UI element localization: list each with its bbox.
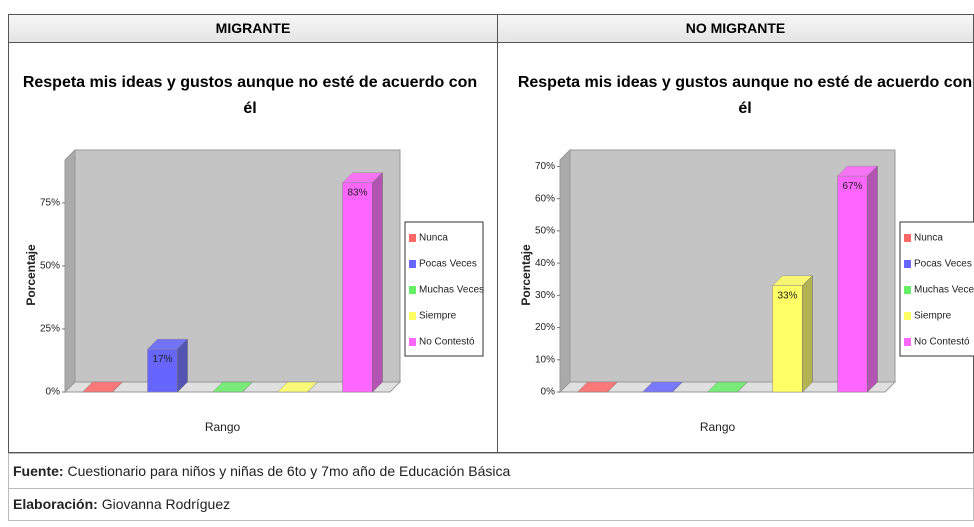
footer-row: Elaboración: Giovanna Rodríguez bbox=[8, 489, 974, 521]
legend-swatch bbox=[409, 286, 416, 294]
legend-label: Siempre bbox=[914, 311, 952, 322]
footer-text: Cuestionario para niños y niñas de 6to y… bbox=[67, 463, 511, 479]
y-tick-label: 40% bbox=[535, 258, 555, 269]
legend-label: Nunca bbox=[914, 233, 943, 244]
x-axis-label: Rango bbox=[700, 420, 736, 434]
value-label: 33% bbox=[777, 290, 797, 301]
legend-swatch bbox=[904, 260, 911, 268]
legend-swatch bbox=[409, 234, 416, 242]
legend-swatch bbox=[904, 338, 911, 346]
bar-side bbox=[607, 381, 618, 393]
charts: 0% 25% 50% 75% 17% 83% Rango Porcentaje Nunca Poc… bbox=[24, 148, 974, 434]
legend-label: Muchas Veces bbox=[914, 285, 974, 296]
y-tick-label: 60% bbox=[535, 193, 555, 204]
y-axis-label: Porcentaje bbox=[24, 244, 38, 306]
bar-side bbox=[177, 338, 188, 393]
side-wall bbox=[64, 148, 76, 394]
y-tick-label: 0% bbox=[541, 387, 556, 398]
chart-title: Respeta mis ideas y gustos aunque no est… bbox=[517, 74, 973, 117]
bar bbox=[837, 175, 868, 393]
y-tick-label: 20% bbox=[535, 322, 555, 333]
x-axis-label: Rango bbox=[205, 420, 241, 434]
legend-label: Pocas Veces bbox=[914, 259, 972, 270]
y-tick-label: 75% bbox=[40, 198, 60, 209]
bar-side bbox=[672, 381, 683, 393]
legend-swatch bbox=[904, 234, 911, 242]
bar bbox=[772, 285, 803, 393]
bar bbox=[147, 348, 178, 393]
bar-side bbox=[802, 275, 813, 393]
legend-label: Pocas Veces bbox=[419, 259, 477, 270]
legend-swatch bbox=[904, 286, 911, 294]
bar-side bbox=[737, 381, 748, 393]
legend-box bbox=[404, 221, 484, 357]
legend-label: No Contestó bbox=[419, 337, 475, 348]
side-wall bbox=[559, 148, 571, 394]
column-header: NO MIGRANTE bbox=[497, 14, 974, 43]
bar-side bbox=[242, 381, 253, 393]
legend-label: No Contestó bbox=[914, 337, 970, 348]
bar-side bbox=[372, 172, 383, 393]
legend-label: Nunca bbox=[419, 233, 448, 244]
y-tick-label: 10% bbox=[535, 354, 555, 365]
legend-swatch bbox=[409, 312, 416, 320]
bar-side bbox=[112, 381, 123, 393]
legend-box bbox=[899, 221, 974, 357]
bar-side bbox=[307, 381, 318, 393]
legend-label: Siempre bbox=[419, 311, 457, 322]
chart-title: Respeta mis ideas y gustos aunque no est… bbox=[22, 74, 478, 117]
value-label: 67% bbox=[842, 181, 862, 192]
footer-text: Giovanna Rodríguez bbox=[101, 496, 231, 512]
y-tick-label: 50% bbox=[535, 226, 555, 237]
value-label: 83% bbox=[347, 187, 367, 198]
bar bbox=[342, 182, 373, 393]
y-tick-label: 0% bbox=[46, 387, 61, 398]
y-axis-label: Porcentaje bbox=[519, 244, 533, 306]
footer-label: Elaboración: bbox=[13, 496, 98, 512]
legend-swatch bbox=[409, 338, 416, 346]
y-tick-label: 50% bbox=[40, 261, 60, 272]
legend-label: Muchas Veces bbox=[419, 285, 484, 296]
y-tick-label: 25% bbox=[40, 324, 60, 335]
y-tick-label: 70% bbox=[535, 161, 555, 172]
legend-swatch bbox=[409, 260, 416, 268]
legend-swatch bbox=[904, 312, 911, 320]
footer-row: Fuente: Cuestionario para niños y niñas … bbox=[8, 453, 974, 489]
footer-label: Fuente: bbox=[13, 463, 64, 479]
y-tick-label: 30% bbox=[535, 290, 555, 301]
bar-side bbox=[867, 165, 878, 393]
column-header: MIGRANTE bbox=[8, 14, 498, 43]
value-label: 17% bbox=[152, 354, 172, 365]
